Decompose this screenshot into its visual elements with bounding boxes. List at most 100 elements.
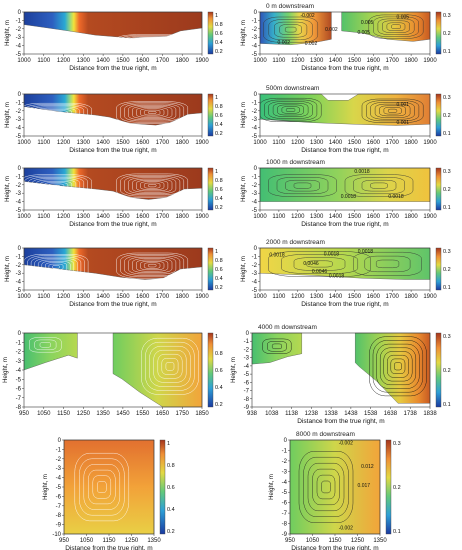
contour-line [353,251,422,276]
colorbar-tick-label: 1 [215,249,218,255]
contour-line [293,257,346,271]
contour-line [268,19,313,41]
y-tick-label: -1 [244,339,250,345]
y-axis-label: Height, m [5,176,11,202]
x-tick-label: 1800 [404,140,418,146]
colorbar-tick-label: 0.2 [443,368,451,374]
y-tick-label: -4 [252,44,258,50]
colorbar-tick-label: 0.2 [215,131,223,137]
colorbar [159,439,166,535]
contour-line [31,38,88,50]
colorbar-tick-label: 0.2 [215,402,223,408]
colorbar-tick-label: 1 [215,95,218,101]
x-tick-label: 1400 [96,140,110,146]
y-tick-label: -3 [16,35,22,41]
contour-line [116,101,189,124]
x-tick-label: 950 [285,538,296,544]
colorbar-tick-label: 0.3 [443,334,451,340]
y-tick-label: -7 [56,504,62,510]
y-tick-label: -3 [16,191,22,197]
contour-line [285,179,320,192]
x-tick-label: 1100 [272,140,286,146]
contour-line [97,481,107,493]
x-axis-label: Distance from the true right, m [291,545,378,550]
y-tick-label: -6 [56,494,62,500]
colorbar-tick-label: 0.1 [443,402,451,408]
colorbar [207,93,214,137]
x-tick-label: 1000 [17,294,31,300]
colorbar-tick-label: 0.8 [215,351,223,357]
contour-line [140,261,165,271]
x-tick-label: 1700 [386,58,400,64]
contour-line [149,345,191,387]
y-tick-label: -5 [252,288,258,294]
x-axis-label: Distance from the true right, m [301,65,388,72]
x-tick-label: 1038 [265,411,279,417]
x-tick-label: 1400 [329,214,343,220]
contour-line [47,111,65,117]
contour-line [136,38,169,46]
x-tick-label: 1600 [367,214,381,220]
contour-line [120,102,185,123]
panel-title: 2000 m downstream [266,239,325,246]
contour-line [372,340,424,393]
y-axis-label: Height, m [241,20,247,46]
x-tick-label: 1200 [57,140,71,146]
contour-line [52,265,60,269]
contour-line [30,256,82,277]
colorbar-tick-label: 0.4 [215,385,223,391]
x-tick-label: 1200 [291,140,305,146]
panel-4: 500m downstream 0.001 0.001 1000 1100 1200 130… [241,85,451,154]
y-tick-label: -2 [16,350,22,356]
x-axis-label: Distance from the true right, m [69,147,156,154]
x-axis-label: Distance from the true right, m [69,301,156,308]
contour-line [307,462,345,512]
contour-label: 0.001 [397,102,410,108]
contour-line [321,480,331,494]
x-tick-label: 1200 [291,58,305,64]
panel-title: 4000 m downstream [258,324,317,331]
contour-line [37,259,75,275]
contour-line [312,468,340,506]
y-tick-label: -3 [252,271,258,277]
panel-title: 500m downstream [266,85,319,92]
contour-label: 0.001 [397,120,410,126]
y-tick-label: -7 [282,511,288,517]
y-tick-label: -4 [252,200,258,206]
contour-line [390,358,406,374]
x-tick-label: 1100 [37,58,51,64]
y-tick-label: -4 [16,200,22,206]
contour-line [370,182,388,189]
contour-line [120,174,185,197]
x-tick-label: 1100 [272,214,286,220]
y-tick-label: -1 [16,254,22,260]
contour-label: -0.002 [339,525,353,531]
contour-line [366,100,420,122]
y-tick-label: 0 [254,10,258,16]
x-tick-label: 1500 [348,140,362,146]
contour-line [132,178,173,193]
contour-line [124,176,181,196]
x-tick-label: 1800 [176,58,190,64]
x-tick-label: 1700 [386,140,400,146]
panel-10: 4000 m downstream 938 1038 1138 1238 1338 1438… [231,324,451,425]
x-tick-label: 1638 [384,411,398,417]
colorbar-tick-label: 0.1 [443,205,451,211]
colorbar-tick-label: 0.6 [215,267,223,273]
x-tick-label: 1000 [253,214,267,220]
x-tick-label: 1000 [17,214,31,220]
contour-line [79,458,125,516]
y-tick-label: -2 [252,183,258,189]
colorbar-tick-label: 0.1 [443,131,451,137]
contour-line [272,102,309,117]
y-tick-label: -2 [252,263,258,269]
contour-line [147,111,157,114]
contour-line [20,102,92,126]
flow-region-1 [23,247,203,280]
y-tick-label: -4 [16,368,22,374]
colorbar-tick-label: 0.1 [443,285,451,291]
y-tick-label: -8 [56,513,62,519]
y-tick-label: -4 [282,480,288,486]
y-tick-label: -5 [282,490,288,496]
x-tick-label: 1400 [96,214,110,220]
